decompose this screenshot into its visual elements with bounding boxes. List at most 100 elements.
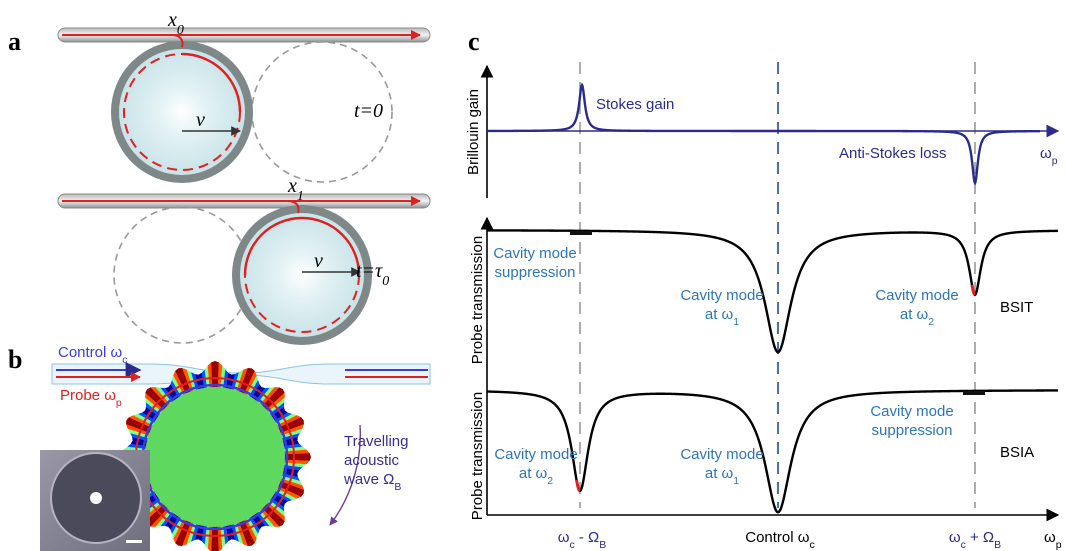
panel-b: b Control ωc Probe ωp Travelling acoustic… [8, 344, 431, 551]
text: t=τ [356, 260, 383, 282]
text: x [287, 175, 297, 197]
subscript: 0 [382, 274, 389, 289]
text: ω [949, 529, 961, 546]
subscript: p [116, 397, 122, 409]
resonator [240, 213, 364, 337]
previous-position [113, 206, 251, 344]
y-axis-label: Probe transmission [469, 392, 486, 520]
text-line: at ω2 [519, 465, 553, 487]
text: Probe ω [60, 387, 116, 404]
subscript: B [394, 481, 401, 493]
text-line: Cavity mode [680, 287, 763, 304]
resonator-core [145, 387, 285, 527]
annotation: Cavity mode at ω1 [680, 446, 763, 487]
text-line: at ω1 [705, 465, 739, 487]
text-line: suppression [872, 422, 953, 439]
subscript: B [994, 539, 1001, 551]
text-line: x0 [167, 9, 184, 38]
bsia-highlight [575, 479, 581, 493]
text-line: wave ΩB [343, 471, 401, 493]
series-name: BSIA [1000, 444, 1034, 461]
velocity: v [314, 250, 323, 272]
subscript: 1 [733, 316, 739, 328]
text: suppression [495, 264, 576, 281]
text-line: ωc + ΩB [949, 529, 1001, 551]
text-line: acoustic [344, 452, 400, 469]
optical-mode [243, 216, 361, 276]
text-line: Cavity mode [875, 287, 958, 304]
text: ω [558, 529, 570, 546]
text: Cavity mode [870, 403, 953, 420]
text-line: ωp [1040, 145, 1058, 167]
x-label: ωc + ΩB [949, 529, 1001, 551]
coupling [285, 200, 300, 214]
subscript: 1 [733, 475, 739, 487]
text: wave Ω [343, 471, 394, 488]
subscript: p [1052, 155, 1058, 167]
gain-curve [487, 82, 1040, 186]
subscript: c [809, 539, 814, 551]
y-axis-label: Probe transmission [469, 236, 486, 364]
photo-center [90, 492, 102, 504]
subscript: 2 [547, 475, 553, 487]
time: t=0 [354, 100, 383, 122]
text: at ω [705, 306, 734, 323]
text: Cavity mode [680, 287, 763, 304]
subscript: c [569, 539, 574, 551]
bsit-curve [487, 229, 1059, 354]
text-line: Cavity mode [870, 403, 953, 420]
control-label: Control ωc [58, 344, 127, 366]
text: Cavity mode [875, 287, 958, 304]
text: at ω [519, 465, 548, 482]
panel-label: c [468, 27, 480, 56]
annotation: Cavity mode at ω1 [680, 287, 763, 328]
bsit-highlight [970, 284, 976, 297]
optical-mode [181, 52, 242, 113]
text: ω [1040, 145, 1052, 162]
x-label: Control ωc [745, 529, 814, 551]
text-line: Cavity mode [494, 446, 577, 463]
text-line: Control ωc [745, 529, 814, 551]
subscript: c [961, 539, 966, 551]
subscript: 1 [297, 189, 304, 204]
subscript: 2 [928, 316, 934, 328]
text: Control ω [745, 529, 810, 546]
annotation: Cavity mode suppression [870, 403, 953, 439]
probe-label: Probe ωp [60, 387, 122, 409]
text: x [167, 9, 177, 31]
text: - Ω [575, 529, 600, 546]
annotation: Cavity mode at ω2 [875, 287, 958, 328]
subscript: p [1056, 539, 1062, 551]
text-line: ωc - ΩB [558, 529, 607, 551]
annotation: Stokes gain [596, 96, 674, 113]
text-line: Travelling [344, 433, 408, 450]
text: suppression [872, 422, 953, 439]
series-name: BSIT [1000, 299, 1033, 316]
time: t=τ0 [356, 260, 389, 289]
annotation: Cavity mode suppression [493, 245, 576, 281]
suppression-mark [570, 231, 592, 235]
bsia-curve [486, 389, 1058, 514]
velocity: v [196, 109, 205, 131]
text-line: t=τ0 [356, 260, 389, 289]
text-line: x1 [287, 175, 304, 204]
text-line: Control ωc [58, 344, 127, 366]
wave-arrow [329, 424, 362, 526]
panel-a: a x0 v t=0 x1 v t=τ0 [8, 9, 431, 345]
x-label: ωc - ΩB [558, 529, 607, 551]
entry-point: x0 [167, 9, 184, 38]
y-axis-label: Brillouin gain [465, 89, 482, 175]
text: Control ω [58, 344, 123, 361]
text-line: ωp [1044, 529, 1062, 551]
panel-label: b [8, 345, 22, 374]
entry-point: x1 [287, 175, 304, 204]
panel-label: a [8, 27, 21, 56]
text-line: Probe ωp [60, 387, 122, 409]
resonator [119, 49, 245, 175]
suppression-mark [963, 391, 985, 395]
text-line: Cavity mode [680, 446, 763, 463]
text: ω [1044, 529, 1056, 546]
annotation: Anti-Stokes loss [839, 145, 947, 162]
text-line: Cavity mode [493, 245, 576, 262]
axis-label: ωp [1040, 145, 1058, 167]
